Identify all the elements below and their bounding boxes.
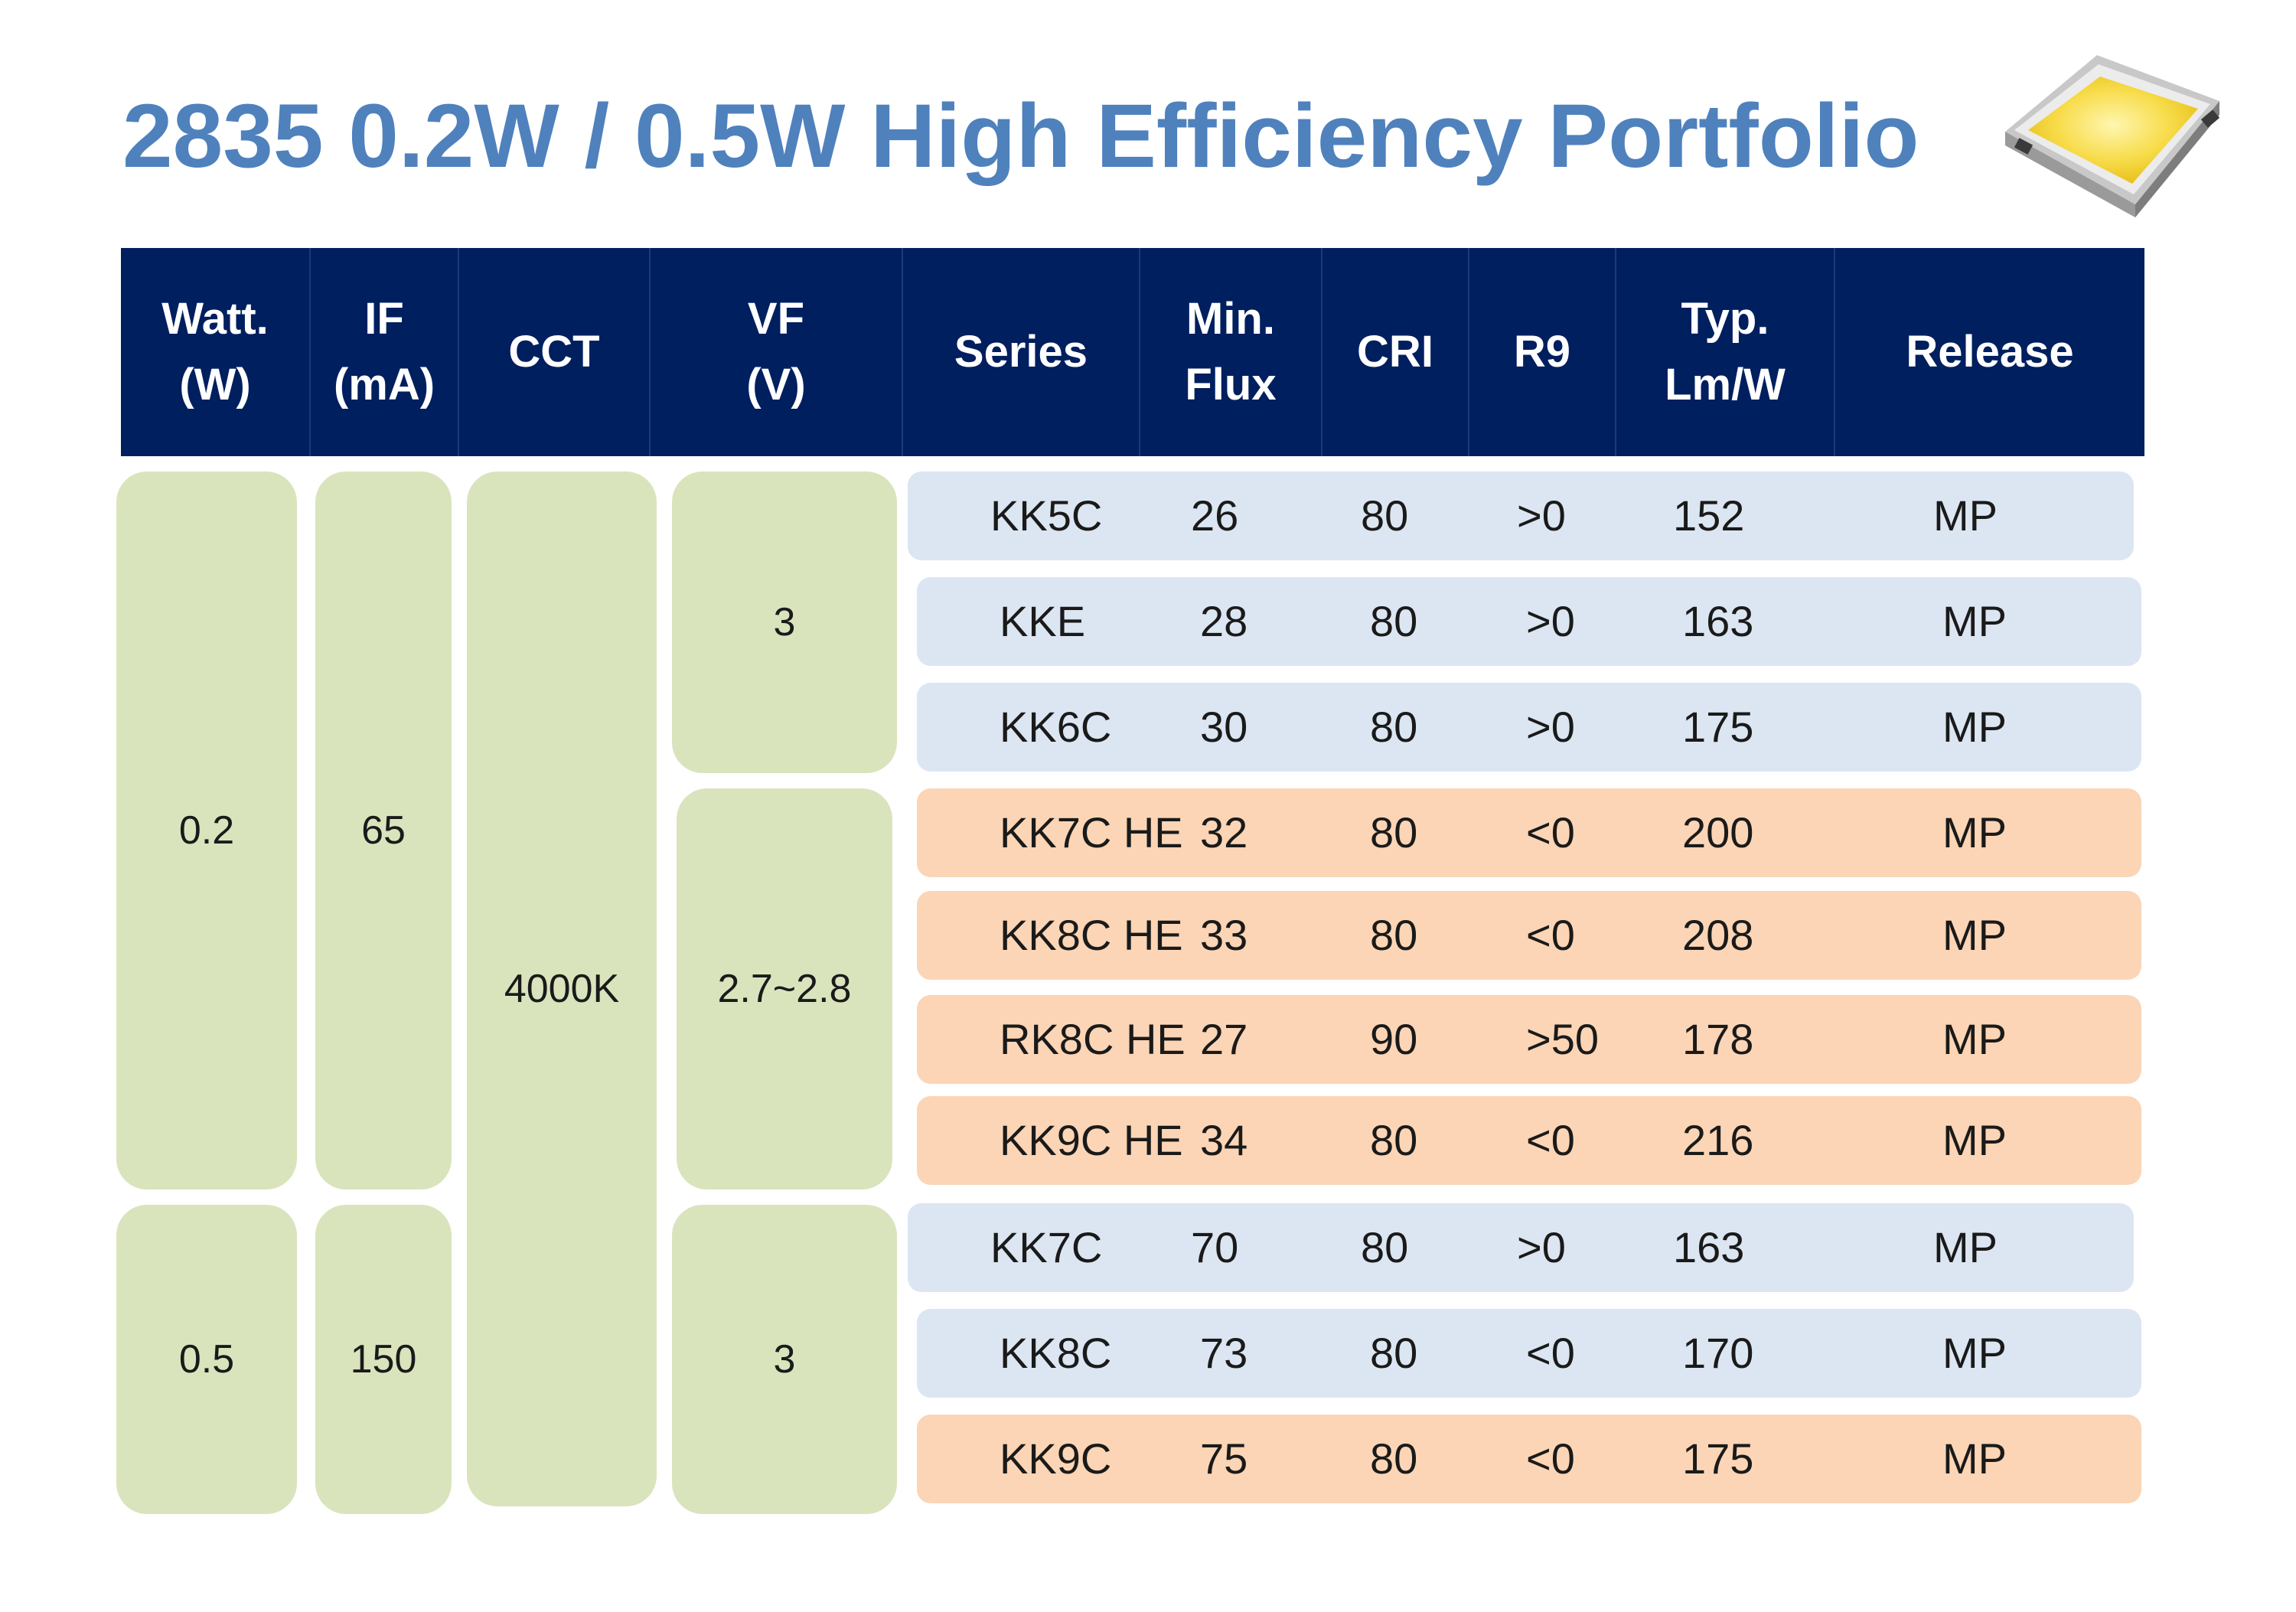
flux-cell: 27 (1200, 1015, 1248, 1063)
r9-cell: <0 (1526, 808, 1575, 857)
table-row: KK9C 75 80 <0 175 MP (917, 1415, 2141, 1503)
header-r9: R9 (1469, 248, 1616, 456)
release-cell: MP (1942, 1434, 2007, 1483)
release-cell: MP (1933, 491, 1998, 540)
cri-cell: 80 (1361, 1223, 1409, 1271)
table-header: Watt. (W) IF (mA) CCT VF (V) Series Min.… (121, 248, 2144, 456)
header-series: Series (903, 248, 1140, 456)
cri-cell: 80 (1370, 911, 1418, 959)
watt-cell-0-2: 0.2 (116, 472, 297, 1189)
release-cell: MP (1942, 703, 2007, 751)
release-cell: MP (1942, 1329, 2007, 1377)
cri-cell: 80 (1370, 1329, 1418, 1377)
flux-cell: 28 (1200, 597, 1248, 645)
series-cell: KK9C (1000, 1434, 1112, 1483)
table-row: KKE 28 80 >0 163 MP (917, 577, 2141, 666)
series-cell: KK7C HE (1000, 808, 1183, 857)
lmw-cell: 208 (1682, 911, 1754, 959)
r9-cell: <0 (1526, 911, 1575, 959)
series-cell: KK8C (1000, 1329, 1112, 1377)
header-min-flux: Min. Flux (1140, 248, 1322, 456)
flux-cell: 33 (1200, 911, 1248, 959)
lmw-cell: 163 (1682, 597, 1754, 645)
flux-cell: 73 (1200, 1329, 1248, 1377)
flux-cell: 26 (1191, 491, 1239, 540)
vf-cell-3-top: 3 (672, 472, 897, 773)
lmw-cell: 178 (1682, 1015, 1754, 1063)
header-typ-lmw: Typ. Lm/W (1616, 248, 1835, 456)
table-row: KK8C 73 80 <0 170 MP (917, 1309, 2141, 1398)
series-cell: KKE (1000, 597, 1086, 645)
cri-cell: 80 (1370, 1116, 1418, 1164)
flux-cell: 32 (1200, 808, 1248, 857)
release-cell: MP (1942, 911, 2007, 959)
cri-cell: 80 (1370, 808, 1418, 857)
lmw-cell: 163 (1673, 1223, 1745, 1271)
table-row: KK7C HE 32 80 <0 200 MP (917, 788, 2141, 877)
header-if: IF (mA) (311, 248, 459, 456)
r9-cell: <0 (1526, 1329, 1575, 1377)
table-row: KK7C 70 80 >0 163 MP (908, 1203, 2134, 1292)
r9-cell: <0 (1526, 1116, 1575, 1164)
vf-cell-3-bottom: 3 (672, 1205, 897, 1514)
cri-cell: 80 (1361, 491, 1409, 540)
series-cell: KK9C HE (1000, 1116, 1183, 1164)
cri-cell: 80 (1370, 597, 1418, 645)
flux-cell: 34 (1200, 1116, 1248, 1164)
table-row: RK8C HE 27 90 >50 178 MP (917, 995, 2141, 1084)
header-release: Release (1906, 327, 2074, 377)
watt-cell-0-5: 0.5 (116, 1205, 297, 1514)
header-watt: Watt. (W) (121, 248, 311, 456)
if-cell-65: 65 (315, 472, 452, 1189)
if-cell-150: 150 (315, 1205, 452, 1514)
flux-cell: 30 (1200, 703, 1248, 751)
header-vf: VF (V) (651, 248, 903, 456)
release-cell: MP (1942, 808, 2007, 857)
release-cell: MP (1942, 1116, 2007, 1164)
vf-cell-2-7-2-8: 2.7~2.8 (677, 788, 892, 1189)
cri-cell: 80 (1370, 703, 1418, 751)
cri-cell: 90 (1370, 1015, 1418, 1063)
series-cell: RK8C HE (1000, 1015, 1186, 1063)
page-title: 2835 0.2W / 0.5W High Efficiency Portfol… (122, 86, 1919, 187)
cri-cell: 80 (1370, 1434, 1418, 1483)
series-cell: KK6C (1000, 703, 1112, 751)
table-row: KK5C 26 80 >0 152 MP (908, 472, 2134, 560)
series-cell: KK8C HE (1000, 911, 1183, 959)
r9-cell: >0 (1517, 491, 1566, 540)
cct-cell-4000k: 4000K (467, 472, 657, 1506)
series-cell: KK5C (990, 491, 1103, 540)
r9-cell: <0 (1526, 1434, 1575, 1483)
lmw-cell: 175 (1682, 703, 1754, 751)
release-cell: MP (1933, 1223, 1998, 1271)
r9-cell: >50 (1526, 1015, 1599, 1063)
header-cct: CCT (459, 248, 651, 456)
header-cri: CRI (1322, 248, 1469, 456)
lmw-cell: 200 (1682, 808, 1754, 857)
lmw-cell: 216 (1682, 1116, 1754, 1164)
r9-cell: >0 (1526, 703, 1575, 751)
led-package-image (2005, 55, 2220, 217)
lmw-cell: 170 (1682, 1329, 1754, 1377)
lmw-cell: 175 (1682, 1434, 1754, 1483)
table-row: KK6C 30 80 >0 175 MP (917, 683, 2141, 772)
release-cell: MP (1942, 1015, 2007, 1063)
lmw-cell: 152 (1673, 491, 1745, 540)
table-row: KK8C HE 33 80 <0 208 MP (917, 891, 2141, 980)
release-cell: MP (1942, 597, 2007, 645)
r9-cell: >0 (1517, 1223, 1566, 1271)
flux-cell: 70 (1191, 1223, 1239, 1271)
r9-cell: >0 (1526, 597, 1575, 645)
series-cell: KK7C (990, 1223, 1103, 1271)
table-row: KK9C HE 34 80 <0 216 MP (917, 1096, 2141, 1185)
flux-cell: 75 (1200, 1434, 1248, 1483)
